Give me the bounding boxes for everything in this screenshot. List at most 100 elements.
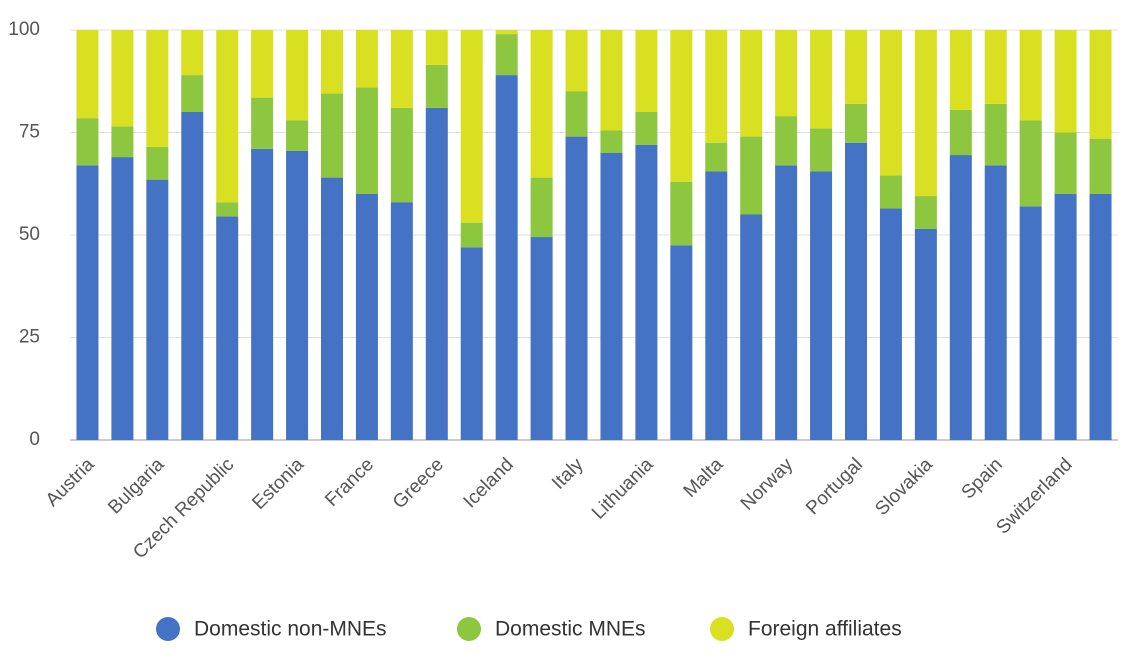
- bar-segment: [565, 30, 588, 92]
- bar-segment: [845, 30, 867, 104]
- x-tick-label: Estonia: [248, 454, 308, 514]
- x-tick-label: Austria: [42, 454, 99, 511]
- bar-segment: [1089, 138, 1112, 194]
- bar-segment: [286, 150, 309, 440]
- bar-segment: [565, 136, 588, 440]
- bar-segment: [879, 30, 902, 176]
- bar-segment: [810, 171, 833, 440]
- bar-segment: [670, 181, 693, 246]
- bar-segment: [845, 142, 867, 440]
- bar-segment: [1054, 194, 1077, 440]
- y-tick-label: 0: [29, 429, 40, 450]
- bar-segment: [879, 175, 902, 209]
- y-tick-label: 75: [19, 122, 40, 143]
- bar-segment: [355, 87, 378, 194]
- bar-segment: [111, 30, 134, 127]
- bar-segment: [216, 30, 239, 203]
- bar-segment: [425, 64, 448, 108]
- legend-label: Domestic MNEs: [495, 618, 646, 641]
- bar-segment: [495, 30, 518, 35]
- bar-segment: [251, 148, 274, 440]
- x-tick-label: Italy: [548, 454, 588, 494]
- bar-segment: [740, 30, 763, 137]
- bar-segment: [286, 120, 309, 151]
- x-tick-label: Malta: [680, 454, 728, 502]
- bar-segment: [635, 112, 658, 145]
- legend-label: Domestic non-MNEs: [194, 618, 387, 641]
- y-tick-label: 25: [19, 327, 40, 348]
- bar-segment: [810, 128, 833, 172]
- bar-segment: [216, 202, 239, 217]
- x-tick-label: Portugal: [802, 454, 867, 519]
- x-tick-label: Lithuania: [588, 454, 658, 524]
- bar-segment: [355, 30, 378, 88]
- y-tick-label: 100: [8, 19, 40, 40]
- legend-marker: [156, 617, 180, 641]
- bar-segment: [390, 30, 413, 108]
- bar-segment: [321, 30, 343, 94]
- bar-segment: [530, 237, 553, 440]
- legend-marker: [457, 617, 481, 641]
- bar-segment: [1054, 30, 1077, 133]
- bar-segment: [984, 165, 1007, 441]
- bar-segment: [530, 177, 553, 238]
- bar-segment: [984, 30, 1007, 104]
- bar-segment: [949, 155, 972, 441]
- bar-segment: [76, 165, 99, 441]
- bar-segment: [600, 130, 623, 153]
- bar-segment: [845, 103, 867, 143]
- bar-segment: [949, 109, 972, 156]
- bar-segment: [740, 214, 763, 440]
- bar-segment: [600, 153, 623, 440]
- bar-segment: [740, 136, 763, 215]
- bar-segment: [460, 30, 483, 223]
- bar-segment: [390, 202, 413, 440]
- bar-segment: [705, 142, 728, 172]
- bar-segment: [810, 30, 833, 129]
- bar-segment: [914, 30, 937, 197]
- legend-label: Foreign affiliates: [748, 618, 902, 641]
- bar-segment: [425, 107, 448, 441]
- bar-segment: [1054, 132, 1077, 194]
- bar-segment: [775, 30, 798, 117]
- bar-segment: [146, 146, 169, 180]
- bar-segment: [355, 194, 378, 440]
- bar-segment: [914, 196, 937, 229]
- bar-segment: [216, 216, 239, 440]
- bar-segment: [460, 247, 483, 440]
- bar-segment: [495, 75, 518, 440]
- x-tick-label: France: [321, 454, 378, 511]
- bar-segment: [181, 75, 204, 112]
- y-tick-label: 50: [19, 224, 40, 245]
- bar-segment: [111, 157, 134, 440]
- bar-segment: [530, 30, 553, 178]
- bar-segment: [321, 93, 343, 178]
- bar-segment: [635, 144, 658, 441]
- bar-segment: [775, 116, 798, 166]
- bar-segment: [1019, 30, 1042, 121]
- bar-segment: [251, 97, 274, 149]
- bar-segment: [181, 30, 204, 76]
- bar-segment: [775, 165, 798, 441]
- x-tick-label: Slovakia: [871, 454, 937, 520]
- bar-segment: [635, 30, 658, 112]
- bar-segment: [1019, 120, 1042, 207]
- bar-segment: [705, 30, 728, 143]
- bar-segment: [111, 126, 134, 158]
- x-tick-label: Switzerland: [992, 454, 1076, 538]
- bar-segment: [1019, 206, 1042, 440]
- bar-segment: [1089, 30, 1112, 139]
- bar-segment: [251, 30, 274, 98]
- bar-segment: [425, 30, 448, 65]
- bar-segment: [670, 30, 693, 182]
- bar-segment: [181, 112, 204, 440]
- bar-segment: [390, 107, 413, 203]
- bar-segment: [565, 91, 588, 137]
- bar-segment: [76, 30, 99, 119]
- bar-segment: [146, 179, 169, 440]
- x-tick-label: Greece: [389, 454, 448, 513]
- bar-segment: [76, 118, 99, 166]
- bar-segment: [705, 171, 728, 440]
- x-tick-label: Spain: [958, 454, 1007, 503]
